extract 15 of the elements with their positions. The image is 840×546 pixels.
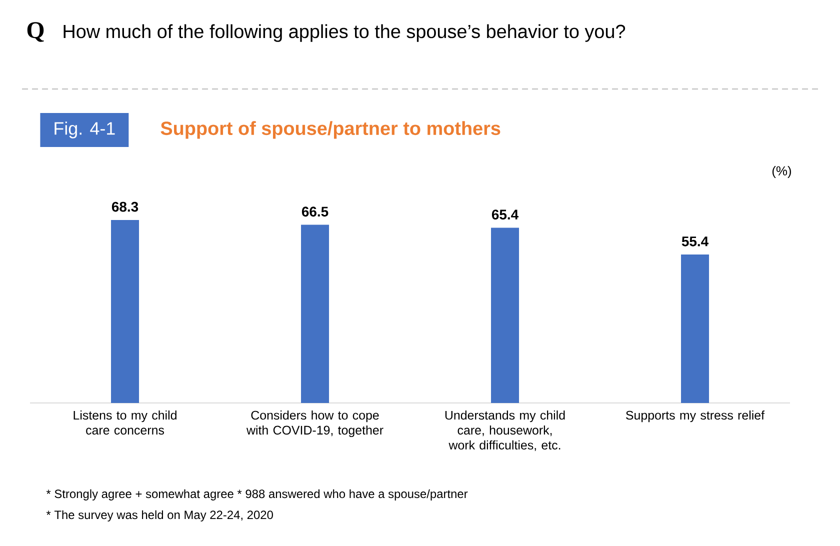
x-tick-label: Understands my child care, housework, work difficulties, etc. [445, 410, 565, 452]
x-tick-label: Listens to my child care concerns [74, 410, 176, 435]
text: * The survey was held on May 22-24, 2020 [46, 510, 273, 522]
data-label: 65.4 [492, 210, 519, 220]
caption: Fig. 4-1 [54, 122, 115, 138]
data-label: 55.4 [682, 236, 709, 246]
chart-title: How much of the following applies to the spouse’s behavior to you? [64, 24, 626, 42]
text: * Strongly agree + somewhat agree * 988 answered who have a spouse/partner [46, 489, 468, 500]
data-label: 66.5 [302, 206, 328, 217]
y-axis-title: (%) [772, 166, 792, 178]
chart-subtitle: Support of spouse/partner to mothers [160, 121, 500, 139]
text: Q [27, 22, 44, 42]
x-tick-label: Supports my stress relief [626, 410, 765, 422]
x-tick-label: Considers how to cope with COVID-19, together [246, 410, 384, 438]
data-label: 68.3 [112, 202, 138, 212]
